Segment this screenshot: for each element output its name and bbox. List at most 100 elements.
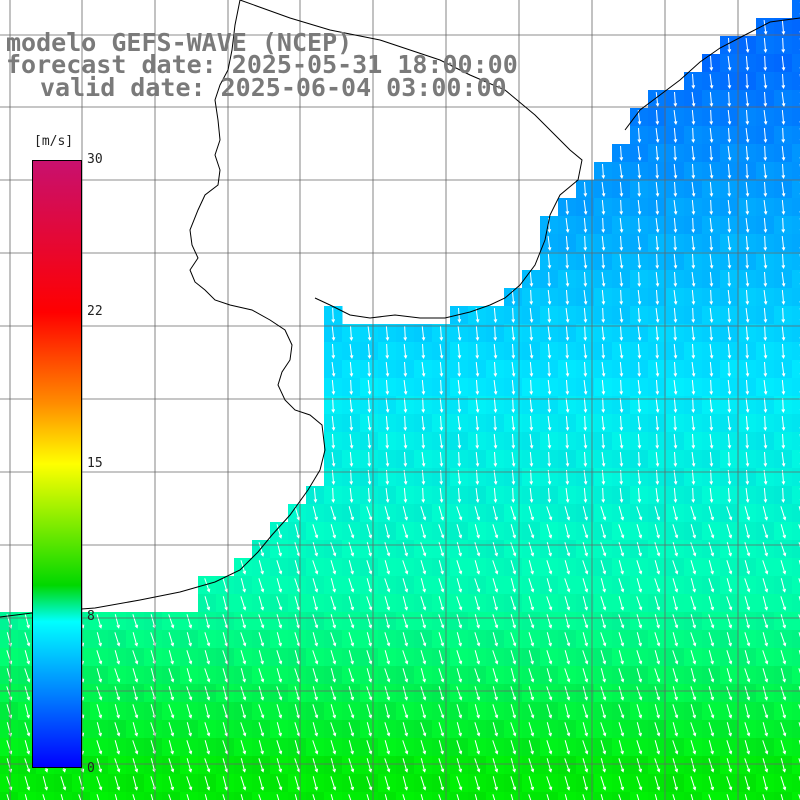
wind-arrow xyxy=(150,794,154,800)
wind-arrow xyxy=(691,109,696,126)
wind-cell xyxy=(684,792,703,800)
wind-arrow xyxy=(781,325,786,341)
wind-cell xyxy=(396,792,415,800)
wind-arrow xyxy=(546,614,553,629)
wind-arrow xyxy=(456,614,463,629)
wind-arrow xyxy=(276,650,283,665)
wind-arrow xyxy=(276,596,283,611)
wind-arrow xyxy=(583,343,588,359)
wind-arrow xyxy=(474,740,481,755)
wind-arrow xyxy=(348,704,355,719)
wind-arrow xyxy=(457,379,462,395)
wind-arrow xyxy=(655,145,660,162)
wind-arrow xyxy=(672,686,678,701)
wind-arrow xyxy=(745,307,750,323)
wind-arrow xyxy=(636,686,643,701)
wind-arrow xyxy=(601,163,606,180)
wind-arrow xyxy=(762,578,769,593)
wind-arrow xyxy=(402,704,409,719)
wind-arrow xyxy=(547,451,552,468)
wind-arrow xyxy=(744,758,751,773)
wind-arrow xyxy=(618,614,625,629)
wind-arrow xyxy=(222,794,226,800)
wind-arrow xyxy=(402,614,409,629)
wind-arrow xyxy=(24,614,30,629)
wind-arrow xyxy=(258,740,264,755)
wind-arrow xyxy=(763,415,768,432)
wind-arrow xyxy=(708,560,714,575)
wind-arrow xyxy=(709,163,714,179)
wind-arrow xyxy=(763,451,768,468)
wind-cell xyxy=(414,792,433,800)
wind-arrow xyxy=(510,632,517,647)
wind-arrow xyxy=(745,415,750,432)
wind-arrow xyxy=(528,794,532,800)
wind-cell xyxy=(54,792,73,800)
wind-arrow xyxy=(691,307,696,324)
wind-arrow xyxy=(708,758,715,773)
wind-cell xyxy=(792,666,800,685)
wind-arrow xyxy=(294,794,298,800)
wind-arrow xyxy=(456,704,463,719)
wind-arrow xyxy=(456,560,463,575)
wind-arrow xyxy=(510,542,517,557)
wind-cell xyxy=(792,612,800,631)
wind-arrow xyxy=(636,740,643,755)
wind-arrow xyxy=(456,722,462,737)
wind-arrow xyxy=(690,542,697,557)
wind-arrow xyxy=(384,524,390,539)
wind-arrow xyxy=(762,776,768,791)
wind-arrow xyxy=(492,632,499,647)
wind-arrow xyxy=(781,73,786,90)
wind-arrow xyxy=(583,433,588,449)
wind-arrow xyxy=(781,487,786,504)
wind-arrow xyxy=(132,668,139,683)
wind-arrow xyxy=(763,361,768,378)
wind-arrow xyxy=(691,217,696,234)
wind-arrow xyxy=(546,524,553,539)
wind-arrow xyxy=(475,415,480,432)
wind-arrow xyxy=(781,163,786,180)
wind-cell xyxy=(792,630,800,649)
wind-arrow xyxy=(493,451,498,468)
wind-arrow xyxy=(529,289,534,306)
wind-arrow xyxy=(618,668,625,683)
wind-arrow xyxy=(673,325,678,342)
wind-arrow xyxy=(438,776,445,791)
wind-arrow xyxy=(547,253,552,270)
wind-arrow xyxy=(204,686,211,701)
wind-arrow xyxy=(636,524,643,539)
wind-arrow xyxy=(204,758,211,773)
wind-arrow xyxy=(384,632,391,647)
wind-arrow xyxy=(348,632,355,647)
wind-arrow xyxy=(781,145,786,161)
wind-arrow xyxy=(618,560,624,575)
wind-arrow xyxy=(781,343,786,360)
wind-arrow xyxy=(690,614,697,629)
wind-arrow xyxy=(474,686,481,701)
wind-cell xyxy=(90,792,109,800)
wind-arrow xyxy=(330,794,334,800)
wind-arrow xyxy=(619,397,624,413)
wind-arrow xyxy=(510,758,516,773)
wind-cell xyxy=(486,792,505,800)
wind-arrow xyxy=(492,668,499,683)
wind-arrow xyxy=(655,181,660,197)
wind-arrow xyxy=(421,343,426,360)
wind-arrow xyxy=(654,614,660,629)
wind-arrow xyxy=(619,343,624,359)
wind-arrow xyxy=(474,632,481,647)
wind-arrow xyxy=(636,794,640,800)
wind-arrow xyxy=(492,704,499,719)
wind-arrow xyxy=(294,686,301,701)
wind-arrow xyxy=(601,361,606,377)
wind-arrow xyxy=(780,740,787,755)
wind-arrow xyxy=(438,650,444,665)
wind-arrow xyxy=(673,217,678,234)
wind-cell xyxy=(792,342,800,361)
wind-arrow xyxy=(726,560,733,575)
wind-arrow xyxy=(511,343,516,360)
model-title: modelo GEFS-WAVE (NCEP) xyxy=(6,28,353,57)
wind-arrow xyxy=(132,614,139,629)
